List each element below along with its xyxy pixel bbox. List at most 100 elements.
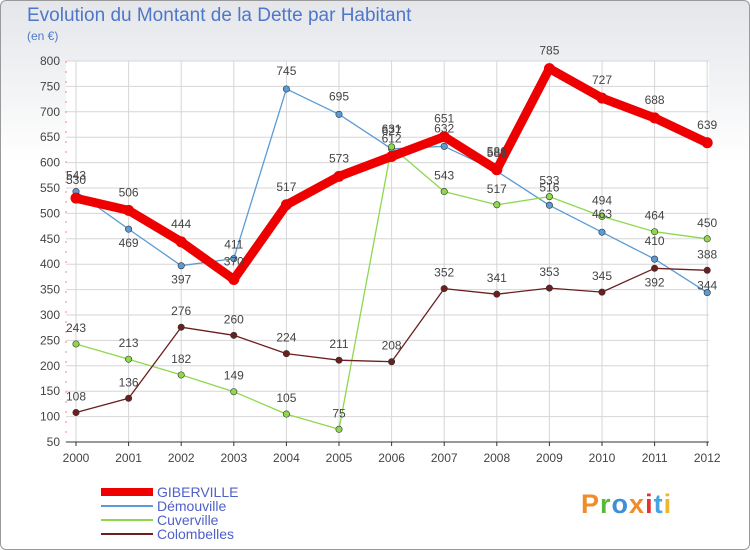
data-point-demouville — [598, 228, 606, 236]
data-point-colombelles — [125, 394, 133, 402]
data-point-giberville — [386, 151, 398, 163]
data-point-cuverville — [282, 410, 290, 418]
data-label-giberville: 506 — [119, 185, 139, 199]
data-point-cuverville — [651, 228, 659, 236]
data-label-demouville: 627 — [382, 124, 402, 138]
data-point-giberville — [649, 112, 661, 124]
x-tick-label: 2011 — [642, 451, 668, 465]
x-tick-label: 2008 — [483, 451, 510, 465]
data-label-colombelles: 353 — [539, 265, 559, 279]
data-point-giberville — [123, 204, 135, 216]
legend-swatch-colombelles — [101, 533, 153, 535]
data-point-giberville — [543, 63, 555, 75]
x-tick-label: 2006 — [378, 451, 405, 465]
data-label-colombelles: 392 — [645, 275, 665, 289]
data-point-demouville — [545, 201, 553, 209]
y-tick-label: 600 — [40, 156, 60, 170]
data-label-colombelles: 276 — [171, 304, 191, 318]
data-label-demouville: 516 — [539, 180, 559, 194]
data-point-giberville — [701, 137, 713, 149]
data-label-colombelles: 352 — [434, 266, 454, 280]
x-tick-label: 2010 — [589, 451, 616, 465]
x-tick-label: 2009 — [536, 451, 563, 465]
data-point-colombelles — [651, 264, 659, 272]
data-point-cuverville — [230, 388, 238, 396]
x-tick-label: 2007 — [431, 451, 458, 465]
data-label-cuverville: 213 — [119, 336, 139, 350]
data-label-colombelles: 260 — [224, 312, 244, 326]
data-label-cuverville: 464 — [645, 209, 665, 223]
legend-swatch-giberville — [101, 488, 153, 496]
data-point-colombelles — [177, 323, 185, 331]
data-label-demouville: 583 — [487, 146, 507, 160]
data-label-giberville: 651 — [434, 112, 454, 126]
y-tick-label: 100 — [40, 410, 60, 424]
data-label-cuverville: 149 — [224, 369, 244, 383]
data-point-demouville — [703, 289, 711, 297]
data-label-giberville: 530 — [66, 173, 86, 187]
data-label-colombelles: 224 — [276, 331, 296, 345]
data-point-colombelles — [493, 290, 501, 298]
data-point-cuverville — [493, 201, 501, 209]
y-tick-label: 400 — [40, 257, 60, 271]
x-tick-label: 2012 — [694, 451, 721, 465]
data-point-cuverville — [388, 143, 396, 151]
data-label-cuverville: 450 — [697, 216, 717, 230]
x-tick-label: 2002 — [168, 451, 195, 465]
data-label-demouville: 543 — [66, 169, 86, 183]
grid — [66, 60, 709, 443]
legend-swatch-cuverville — [101, 519, 153, 521]
y-tick-label: 350 — [40, 283, 60, 297]
data-point-giberville — [438, 131, 450, 143]
data-label-giberville: 785 — [539, 44, 559, 58]
data-label-demouville: 410 — [645, 234, 665, 248]
logo-letter: i — [663, 489, 673, 519]
data-label-colombelles: 345 — [592, 269, 612, 283]
data-label-demouville: 397 — [171, 273, 191, 287]
data-label-giberville: 639 — [697, 118, 717, 132]
data-point-giberville — [70, 192, 82, 204]
data-label-colombelles: 108 — [66, 390, 86, 404]
logo-letter: P — [581, 489, 601, 519]
x-tick-label: 2003 — [220, 451, 247, 465]
data-label-colombelles: 208 — [382, 339, 402, 353]
data-label-colombelles: 136 — [119, 375, 139, 389]
y-tick-label: 300 — [40, 308, 60, 322]
chart-title: Evolution du Montant de la Dette par Hab… — [27, 5, 412, 26]
data-point-colombelles — [335, 356, 343, 364]
legend-label: Colombelles — [157, 526, 235, 542]
y-tick-label: 750 — [40, 79, 60, 93]
y-tick-label: 500 — [40, 206, 60, 220]
logo-letter: i — [645, 489, 654, 519]
y-tick-label: 700 — [40, 105, 60, 119]
data-label-cuverville: 494 — [592, 193, 612, 207]
data-label-cuverville: 533 — [539, 174, 559, 188]
data-point-giberville — [596, 92, 608, 104]
data-labels: 543 469 397 411 745 695 627 632 583 516 463 410 344 2… — [66, 44, 718, 421]
data-label-giberville: 688 — [645, 93, 665, 107]
data-point-demouville — [125, 225, 133, 233]
y-tick-label: 200 — [40, 359, 60, 373]
data-label-giberville: 370 — [224, 254, 244, 268]
data-point-colombelles — [598, 288, 606, 296]
proxiti-logo: Proxiti — [581, 489, 672, 520]
data-point-giberville — [228, 273, 240, 285]
legend-swatch-demouville — [101, 505, 153, 507]
data-point-colombelles — [72, 409, 80, 417]
data-label-giberville: 612 — [382, 132, 402, 146]
data-point-colombelles — [545, 284, 553, 292]
data-label-cuverville: 75 — [332, 406, 346, 420]
data-point-colombelles — [703, 266, 711, 274]
legend-label: Démouville — [157, 498, 227, 514]
data-point-giberville — [280, 199, 292, 211]
data-label-cuverville: 543 — [434, 169, 454, 183]
y-tick-label: 450 — [40, 232, 60, 246]
data-label-giberville: 444 — [171, 217, 191, 231]
data-point-cuverville — [125, 355, 133, 363]
data-point-cuverville — [72, 340, 80, 348]
y-tick-label: 250 — [40, 333, 60, 347]
data-label-cuverville: 105 — [276, 391, 296, 405]
data-point-cuverville — [440, 188, 448, 196]
